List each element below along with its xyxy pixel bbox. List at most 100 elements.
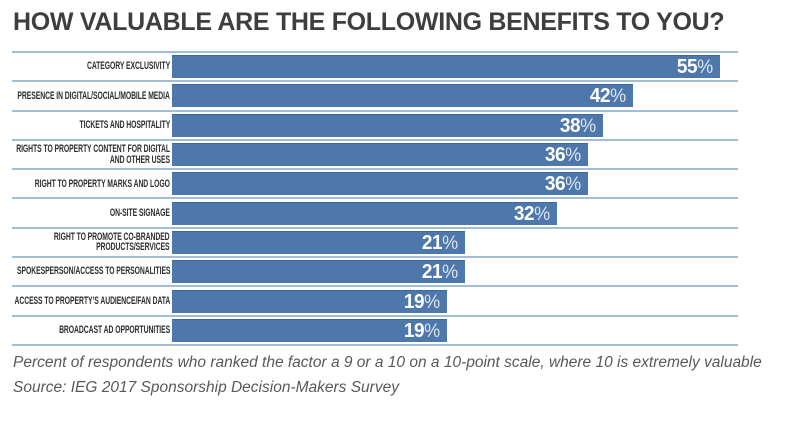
bar-label-line: CATEGORY EXCLUSIVITY [86, 60, 170, 73]
bar: 55% [172, 55, 720, 79]
percent-sign: % [696, 57, 713, 79]
bar-value-number: 21 [421, 231, 443, 254]
bar-label: RIGHT TO PROMOTE CO-BRANDED PRODUCTS/SERV… [12, 230, 171, 254]
bar-track: 21% [172, 260, 738, 284]
bar-label: PRESENCE IN DIGITAL/SOCIAL/MOBILE MEDIA [12, 89, 170, 102]
bar-value: 21% [422, 262, 458, 282]
footnote-source: Source: IEG 2017 Sponsorship Decision-Ma… [13, 378, 399, 396]
bar: 32% [172, 201, 557, 225]
bar-label-text: ACCESS TO PROPERTY’S AUDIENCE/FAN DATA [14, 294, 170, 307]
bar-track: 36% [172, 172, 738, 196]
bar-label: ON-SITE SIGNAGE [12, 206, 170, 219]
bar-label-line: SPOKESPERSON/ACCESS TO PERSONALITIES [16, 265, 170, 278]
bar-track: 19% [172, 318, 738, 342]
bar-label-text: RIGHT TO PROPERTY MARKS AND LOGO [34, 177, 170, 190]
bar: 42% [172, 84, 633, 108]
bar-track: 19% [172, 289, 738, 313]
bar-label-line: BROADCAST AD OPPORTUNITIES [58, 324, 170, 337]
table-row: SPOKESPERSON/ACCESS TO PERSONALITIES 21% [12, 256, 738, 285]
bar-value-number: 19 [403, 290, 425, 313]
bar-value: 42% [590, 86, 626, 106]
bar-value: 55% [677, 57, 713, 77]
bar-label-line: PRODUCTS/SERVICES [96, 241, 171, 254]
bar-label-line: ON-SITE SIGNAGE [109, 206, 170, 219]
table-row: CATEGORY EXCLUSIVITY 55% [12, 51, 738, 80]
bar-value: 21% [422, 233, 458, 253]
bar-value: 19% [404, 321, 440, 341]
bar-rows: CATEGORY EXCLUSIVITY 55% PRESENCE IN DIGIT… [12, 51, 738, 344]
bar-label: CATEGORY EXCLUSIVITY [12, 61, 170, 72]
bar-track: 32% [172, 201, 738, 225]
percent-sign: % [441, 232, 458, 254]
bar: 19% [172, 318, 447, 342]
bar-track: 36% [172, 143, 738, 167]
bar-value: 36% [545, 145, 581, 165]
bar: 19% [172, 289, 447, 313]
table-row: RIGHT TO PROPERTY MARKS AND LOGO 36% [12, 168, 738, 197]
bar-value-number: 55 [676, 56, 698, 79]
bar-value-number: 38 [559, 114, 581, 137]
percent-sign: % [579, 115, 596, 137]
bar-value-number: 36 [544, 173, 566, 196]
bar: 38% [172, 113, 603, 137]
bar-value: 36% [545, 174, 581, 194]
bar-value: 19% [404, 292, 440, 312]
bar-value: 38% [560, 116, 596, 136]
bar-label-line: AND OTHER USES [109, 153, 170, 166]
bar-label: RIGHTS TO PROPERTY CONTENT FOR DIGITAL AN… [12, 143, 170, 166]
table-row: ACCESS TO PROPERTY’S AUDIENCE/FAN DATA 19… [12, 285, 738, 314]
bar-label-line: PRESENCE IN DIGITAL/SOCIAL/MOBILE MEDIA [17, 89, 170, 102]
table-row: TICKETS AND HOSPITALITY 38% [12, 109, 738, 139]
bar-track: 55% [172, 55, 738, 79]
bar-value-number: 42 [589, 85, 611, 108]
bar-value-number: 19 [403, 319, 425, 342]
table-row: RIGHT TO PROMOTE CO-BRANDED PRODUCTS/SERV… [12, 226, 738, 256]
percent-sign: % [564, 174, 581, 196]
bar-label-line: ACCESS TO PROPERTY’S AUDIENCE/FAN DATA [14, 294, 170, 307]
bar-label-line: RIGHT TO PROPERTY MARKS AND LOGO [34, 177, 170, 190]
table-row: ON-SITE SIGNAGE 32% [12, 197, 738, 226]
bar-track: 38% [172, 113, 738, 137]
bar-value-number: 36 [544, 144, 566, 167]
bar-chart: CATEGORY EXCLUSIVITY 55% PRESENCE IN DIGIT… [12, 51, 738, 346]
bar-track: 42% [172, 84, 738, 108]
bar-label: SPOKESPERSON/ACCESS TO PERSONALITIES [12, 266, 170, 277]
percent-sign: % [441, 262, 458, 284]
bar-label-text: SPOKESPERSON/ACCESS TO PERSONALITIES [17, 266, 170, 277]
bar-value-number: 32 [513, 202, 535, 225]
percent-sign: % [564, 145, 581, 167]
bar: 36% [172, 172, 588, 196]
bar-label-text: RIGHTS TO PROPERTY CONTENT FOR DIGITAL AN… [16, 143, 170, 166]
bar-label-text: ON-SITE SIGNAGE [109, 206, 170, 219]
bar-label-text: BROADCAST AD OPPORTUNITIES [59, 325, 170, 336]
percent-sign: % [423, 291, 440, 313]
footnote-description: Percent of respondents who ranked the fa… [13, 354, 762, 371]
bar: 36% [172, 143, 588, 167]
bar-label-line: RIGHT TO PROMOTE CO-BRANDED [54, 230, 170, 243]
bar-value: 32% [514, 204, 550, 224]
table-row: RIGHTS TO PROPERTY CONTENT FOR DIGITAL AN… [12, 138, 738, 168]
bar-label-text: RIGHT TO PROMOTE CO-BRANDED PRODUCTS/SERV… [54, 230, 171, 254]
bar-label: TICKETS AND HOSPITALITY [12, 118, 170, 131]
bar-label-text: CATEGORY EXCLUSIVITY [87, 61, 170, 72]
bar-value-number: 21 [421, 261, 443, 284]
chart-bottom-line [12, 343, 738, 346]
bar: 21% [172, 260, 465, 284]
percent-sign: % [609, 86, 626, 108]
bar-label-line: RIGHTS TO PROPERTY CONTENT FOR DIGITAL [16, 143, 170, 156]
bar-track: 21% [172, 230, 738, 254]
bar-label-line: TICKETS AND HOSPITALITY [79, 118, 170, 131]
bar: 21% [172, 230, 465, 254]
bar-label: RIGHT TO PROPERTY MARKS AND LOGO [12, 177, 170, 190]
table-row: PRESENCE IN DIGITAL/SOCIAL/MOBILE MEDIA 4… [12, 80, 738, 109]
footnote: Percent of respondents who ranked the fa… [13, 351, 762, 400]
table-row: BROADCAST AD OPPORTUNITIES 19% [12, 314, 738, 344]
percent-sign: % [423, 320, 440, 342]
chart-title: HOW VALUABLE ARE THE FOLLOWING BENEFITS … [13, 8, 725, 36]
bar-label-text: TICKETS AND HOSPITALITY [79, 118, 170, 131]
percent-sign: % [533, 203, 550, 225]
bar-label: ACCESS TO PROPERTY’S AUDIENCE/FAN DATA [12, 294, 170, 307]
bar-label: BROADCAST AD OPPORTUNITIES [12, 325, 170, 336]
bar-label-text: PRESENCE IN DIGITAL/SOCIAL/MOBILE MEDIA [17, 89, 170, 102]
